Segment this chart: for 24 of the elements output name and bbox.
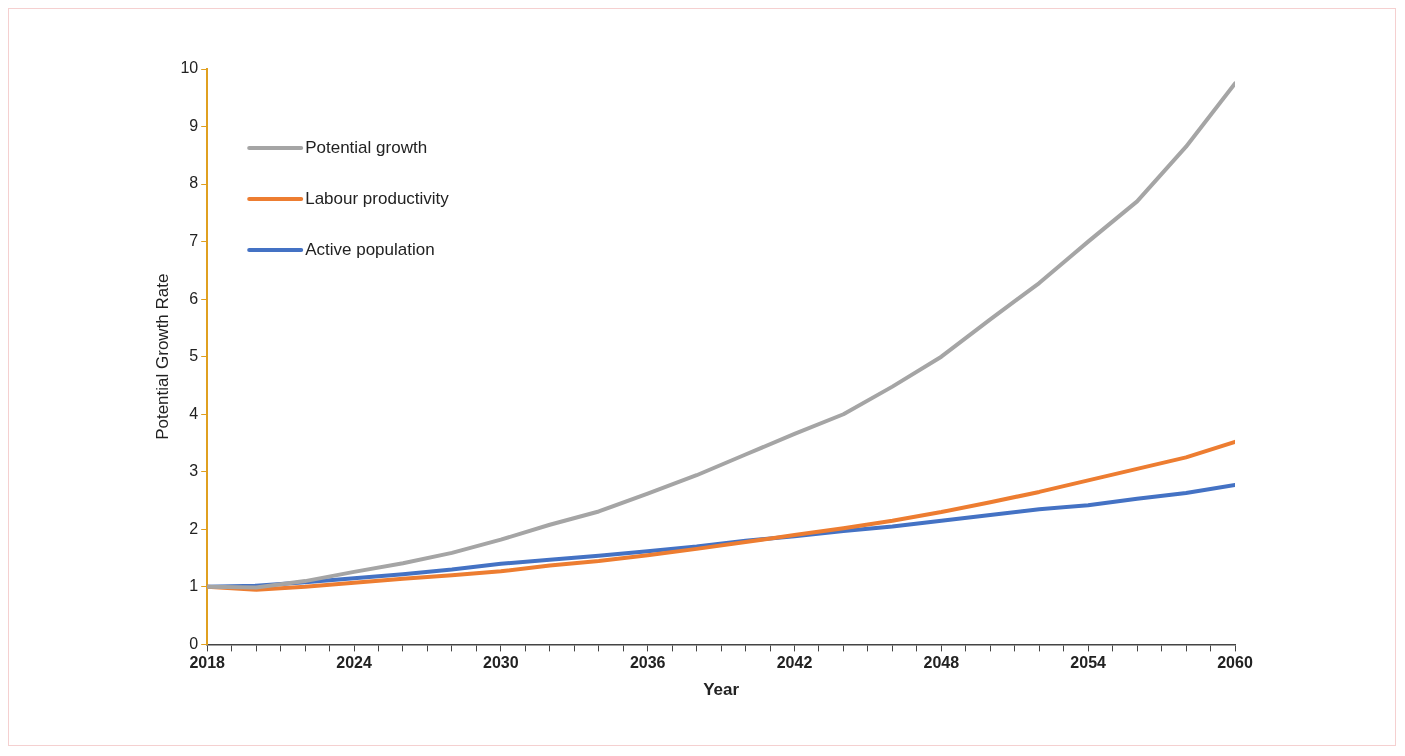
x-tick-label: 2060	[1217, 654, 1253, 672]
y-tick-label: 2	[189, 519, 199, 537]
x-tick-label: 2024	[336, 654, 372, 672]
x-tick-label: 2054	[1070, 654, 1107, 672]
x-tick-label: 2018	[189, 654, 226, 672]
y-tick-label: 0	[189, 634, 199, 652]
x-tick-label: 2042	[776, 654, 813, 672]
x-tick-label: 2048	[923, 654, 960, 672]
y-tick-label: 3	[189, 462, 199, 480]
y-tick-label: 6	[189, 289, 199, 307]
legend-label: Active population	[305, 239, 435, 259]
x-tick-label: 2036	[629, 654, 666, 672]
legend-label: Potential growth	[305, 137, 428, 157]
y-tick-label: 9	[189, 116, 199, 134]
y-tick-label: 4	[189, 404, 199, 422]
y-tick-label: 1	[189, 577, 199, 595]
x-axis-title: Year	[703, 680, 740, 700]
y-tick-label: 10	[180, 59, 199, 77]
y-tick-label: 8	[189, 174, 199, 192]
y-tick-label: 7	[189, 232, 199, 250]
y-tick-label: 5	[189, 347, 199, 365]
y-axis-title: Potential Growth Rate	[152, 273, 172, 440]
legend-label: Labour productivity	[305, 188, 450, 208]
x-tick-label: 2030	[483, 654, 519, 672]
